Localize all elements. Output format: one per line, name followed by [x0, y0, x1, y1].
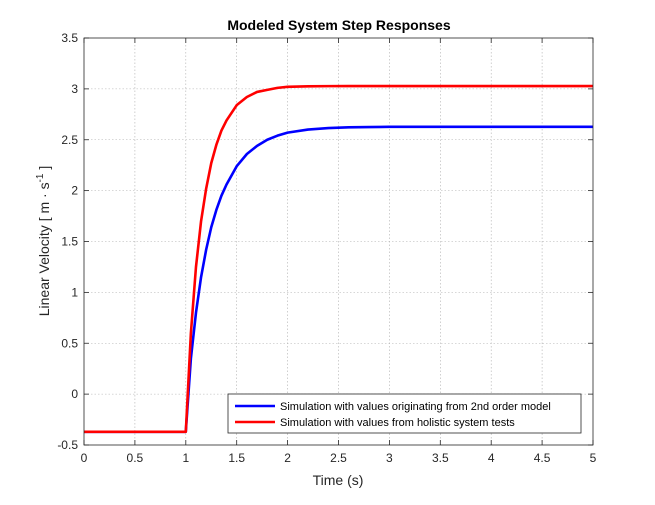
y-tick-label: 1	[71, 285, 78, 299]
chart-title: Modeled System Step Responses	[227, 17, 451, 33]
y-tick-label: 2	[71, 184, 78, 198]
tick-labels: 0 0.5 1 1.5 2 2.5 3 3.5 4 4.5 5-0.500.511.522.533.…	[57, 31, 596, 465]
x-tick-label: 4	[488, 451, 495, 465]
x-tick-label: 4.5	[534, 451, 551, 465]
y-tick-label: 2.5	[61, 133, 78, 147]
legend-box	[227, 393, 582, 434]
y-axis-label-superscript: -1	[35, 173, 46, 182]
y-axis-label-suffix: ]	[36, 166, 52, 174]
ticks	[83, 37, 594, 446]
x-tick-label: 3.5	[432, 451, 449, 465]
x-tick-label: 2.5	[330, 451, 347, 465]
y-tick-label: 3.5	[61, 31, 78, 45]
series-line-1	[84, 84, 593, 434]
x-tick-label: 0.5	[127, 451, 144, 465]
legend-label-2nd-order-model: Simulation with values originating from …	[280, 401, 551, 413]
legend: Simulation with values originating from …	[227, 393, 582, 434]
y-axis-label-base: Linear Velocity [ m · s	[36, 182, 52, 316]
y-tick-label: 1.5	[61, 235, 78, 249]
y-tick-label: 0	[71, 387, 78, 401]
y-tick-label: 3	[71, 82, 78, 96]
x-tick-label: 1.5	[228, 451, 245, 465]
y-tick-label: -0.5	[57, 438, 78, 452]
series-line-0	[84, 125, 593, 434]
x-tick-label: 1	[182, 451, 189, 465]
y-tick-label: 0.5	[61, 336, 78, 350]
x-axis-label: Time (s)	[313, 472, 364, 488]
y-axis-label: Linear Velocity [ m · s-1 ]	[35, 166, 52, 317]
x-tick-label: 0	[81, 451, 88, 465]
legend-label-holistic-tests: Simulation with values from holistic sys…	[280, 417, 515, 429]
x-tick-label: 2	[284, 451, 291, 465]
series-lines	[84, 84, 593, 434]
x-tick-label: 3	[386, 451, 393, 465]
x-tick-label: 5	[590, 451, 597, 465]
